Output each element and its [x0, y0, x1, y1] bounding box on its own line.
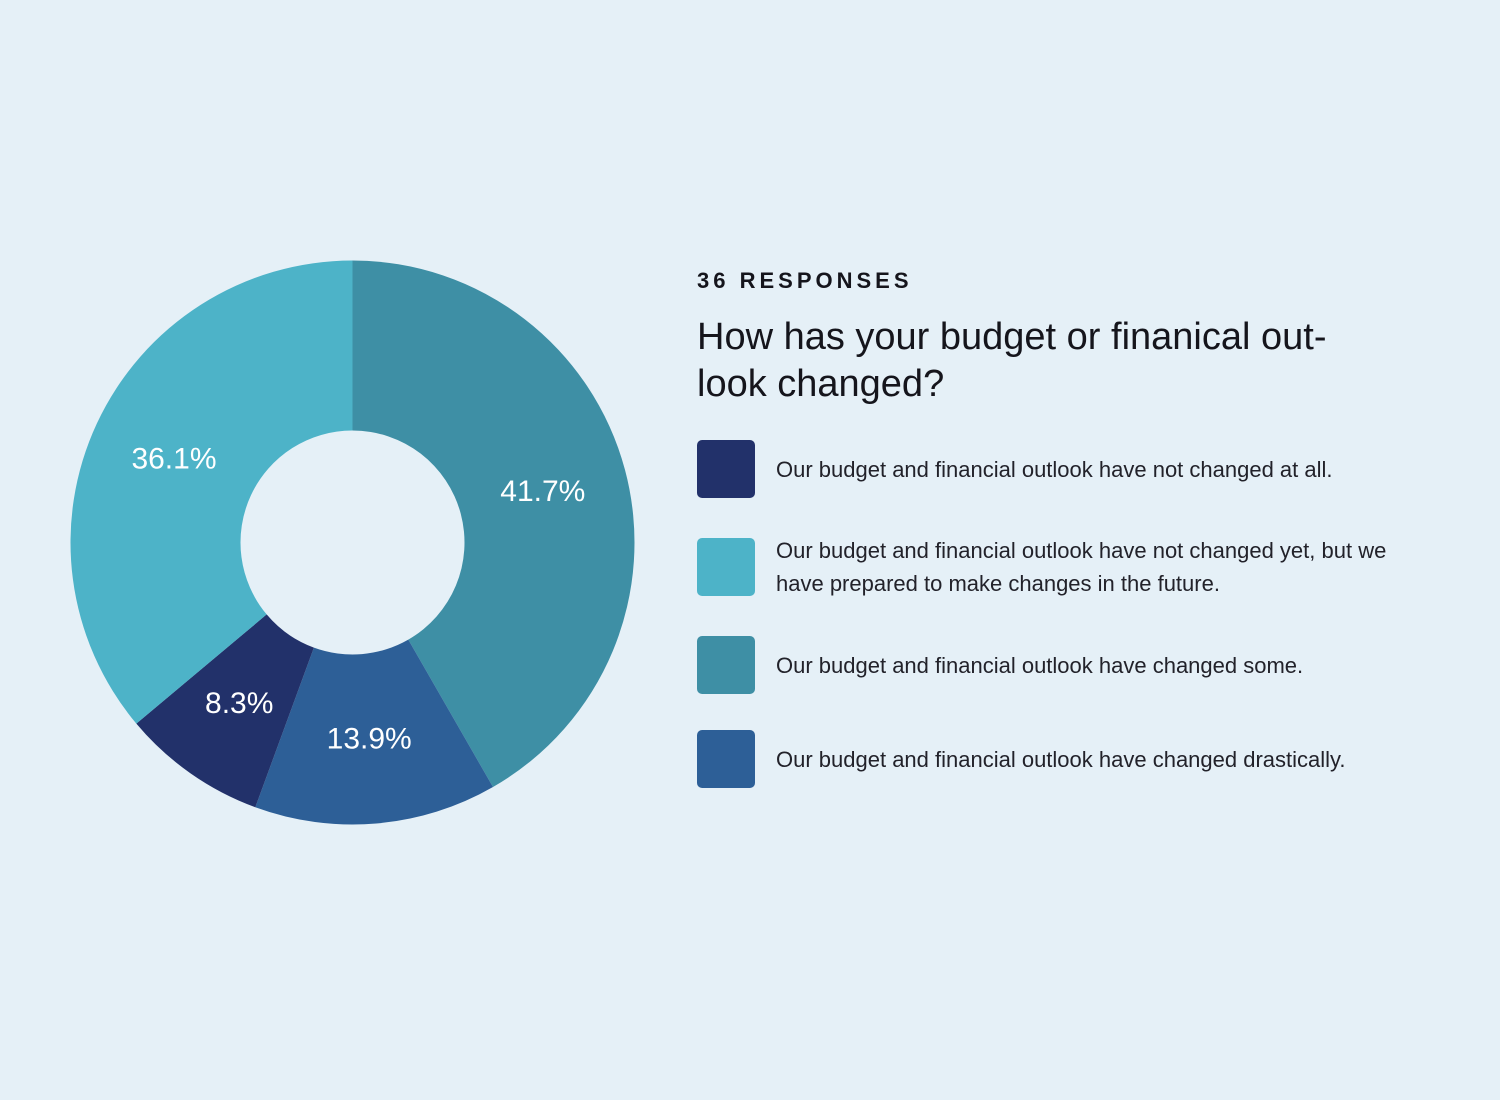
legend-label: Our budget and financial outlook have no… — [776, 538, 1387, 596]
legend-label: Our budget and financial outlook have ch… — [776, 652, 1304, 678]
donut-slice — [70, 260, 353, 724]
legend-item: Our budget and financial outlook have ch… — [697, 730, 1437, 788]
legend-swatch — [697, 636, 755, 694]
legend-swatch — [697, 538, 755, 596]
legend-label: Our budget and financial outlook have no… — [776, 456, 1333, 482]
legend: Our budget and financial outlook have no… — [697, 440, 1437, 788]
slice-percent-label: 13.9% — [327, 722, 412, 755]
donut-slice — [352, 260, 635, 788]
donut-slice — [255, 639, 493, 825]
slice-percent-label: 8.3% — [205, 687, 273, 720]
legend-item: Our budget and financial outlook have ch… — [697, 636, 1437, 694]
legend-swatch — [697, 440, 755, 498]
legend-swatch — [697, 730, 755, 788]
chart-info-panel: 36 RESPONSES How has your budget or fina… — [697, 268, 1437, 824]
legend-item: Our budget and financial outlook have no… — [697, 440, 1437, 498]
donut-chart: 41.7% 13.9% 8.3% 36.1% — [70, 260, 635, 825]
legend-label: Our budget and financial outlook have ch… — [776, 746, 1346, 772]
responses-count: 36 RESPONSES — [697, 268, 913, 293]
slice-percent-label: 41.7% — [500, 475, 585, 508]
slice-percent-label: 36.1% — [131, 443, 216, 476]
chart-question-title: How has your budget or finanical out-loo… — [697, 316, 1327, 405]
legend-item: Our budget and financial outlook have no… — [697, 534, 1437, 600]
donut-slice — [136, 614, 314, 808]
